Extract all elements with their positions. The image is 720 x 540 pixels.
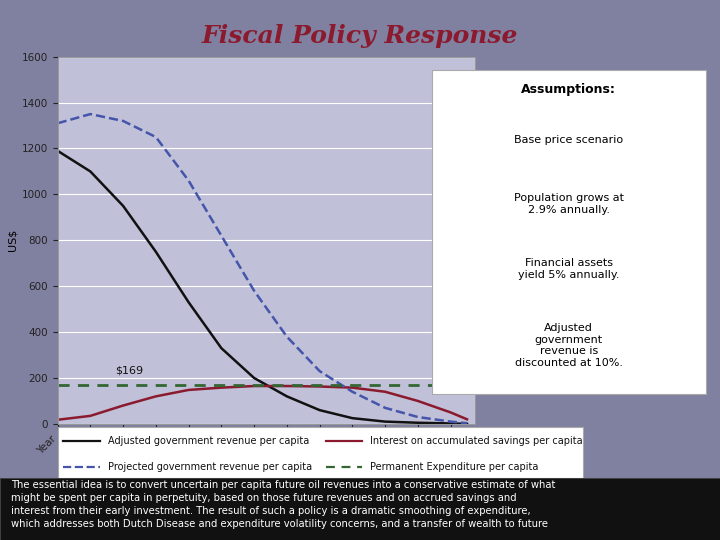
Text: Adjusted
government
revenue is
discounted at 10%.: Adjusted government revenue is discounte… (515, 323, 623, 368)
Text: Interest on accumulated savings per capita: Interest on accumulated savings per capi… (370, 436, 583, 446)
Text: Assumptions:: Assumptions: (521, 83, 616, 96)
Text: Population grows at
2.9% annually.: Population grows at 2.9% annually. (514, 193, 624, 215)
Text: Permanent Expenditure per capita: Permanent Expenditure per capita (370, 462, 539, 471)
Text: Projected government revenue per capita: Projected government revenue per capita (107, 462, 312, 471)
Y-axis label: US$: US$ (7, 229, 17, 252)
Text: Fiscal Policy Response: Fiscal Policy Response (202, 24, 518, 48)
Text: $169: $169 (115, 366, 143, 375)
Text: Adjusted government revenue per capita: Adjusted government revenue per capita (107, 436, 309, 446)
Text: Financial assets
yield 5% annually.: Financial assets yield 5% annually. (518, 258, 619, 280)
Text: The essential idea is to convert uncertain per capita future oil revenues into a: The essential idea is to convert uncerta… (11, 480, 555, 529)
Text: Base price scenario: Base price scenario (514, 135, 624, 145)
